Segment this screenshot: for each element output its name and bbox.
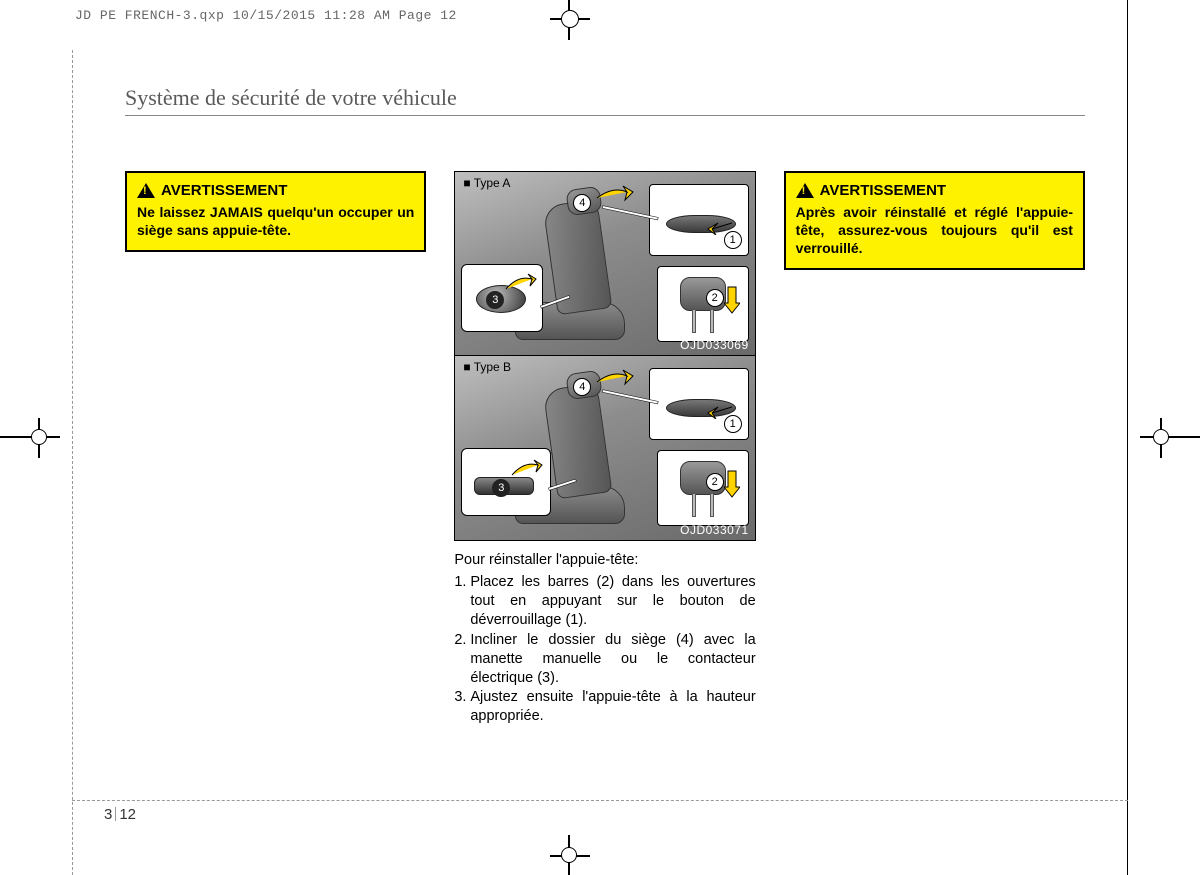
instruction-item-2: 2.Incliner le dossier du siège (4) avec … [454, 631, 755, 688]
warning-box-left: AVERTISSEMENT Ne laissez JAMAIS quelqu'u… [125, 171, 426, 252]
callout-release-button: 1 [649, 184, 749, 256]
arrow-icon [504, 273, 538, 293]
warning-box-right: AVERTISSEMENT Après avoir réinstallé et … [784, 171, 1085, 270]
callout-headrest-down: 2 [657, 266, 749, 342]
warning-heading-text: AVERTISSEMENT [820, 181, 946, 200]
print-header: JD PE FRENCH-3.qxp 10/15/2015 11:28 AM P… [75, 8, 457, 23]
figure-stack: ■ Type A 4 1 [454, 171, 755, 541]
page-number: 3 12 [104, 806, 136, 823]
arrow-icon [706, 403, 734, 419]
chapter-number: 3 [104, 806, 112, 823]
warning-heading: AVERTISSEMENT [796, 181, 1073, 200]
instructions-block: Pour réinstaller l'appuie-tête: 1.Placez… [454, 551, 755, 726]
trim-line-right [1127, 0, 1129, 875]
instruction-item-1: 1.Placez les barres (2) dans les ouvertu… [454, 573, 755, 630]
warning-heading: AVERTISSEMENT [137, 181, 414, 200]
section-title: Système de sécurité de votre véhicule [125, 85, 1085, 116]
callout-release-button: 1 [649, 368, 749, 440]
arrow-icon [595, 368, 635, 390]
crop-mark-bottom [550, 835, 590, 875]
page-content: Système de sécurité de votre véhicule AV… [125, 85, 1085, 726]
fold-line-left [72, 50, 73, 875]
columns: AVERTISSEMENT Ne laissez JAMAIS quelqu'u… [125, 171, 1085, 726]
fold-line-bottom [72, 800, 1128, 801]
arrow-down-icon [724, 469, 740, 499]
callout-switch: 3 [461, 448, 551, 516]
figure-type-a: ■ Type A 4 1 [454, 171, 755, 356]
figure-a-label: ■ Type A [463, 176, 510, 190]
warning-body-right: Après avoir réinstallé et réglé l'appuie… [796, 204, 1073, 258]
warning-body-left: Ne laissez JAMAIS quelqu'un occuper un s… [137, 204, 414, 240]
figure-b-label: ■ Type B [463, 360, 511, 374]
warning-heading-text: AVERTISSEMENT [161, 181, 287, 200]
arrow-icon [510, 459, 544, 479]
warning-triangle-icon [137, 183, 155, 198]
callout-lever: 3 [461, 264, 543, 332]
callout-headrest-down: 2 [657, 450, 749, 526]
arrow-icon [706, 219, 734, 235]
column-center: ■ Type A 4 1 [454, 171, 755, 726]
marker-2: 2 [706, 473, 724, 491]
figure-b-code: OJD033071 [680, 523, 749, 537]
crop-mark-right [1140, 418, 1200, 458]
figure-a-code: OJD033069 [680, 338, 749, 352]
warning-triangle-icon [796, 183, 814, 198]
instructions-lead: Pour réinstaller l'appuie-tête: [454, 551, 755, 570]
figure-type-b: ■ Type B 4 1 [454, 356, 755, 541]
crop-mark-left [0, 418, 60, 458]
arrow-down-icon [724, 285, 740, 315]
column-right: AVERTISSEMENT Après avoir réinstallé et … [784, 171, 1085, 726]
crop-mark-top [550, 0, 590, 40]
page-number-value: 12 [119, 806, 136, 823]
arrow-icon [595, 184, 635, 206]
column-left: AVERTISSEMENT Ne laissez JAMAIS quelqu'u… [125, 171, 426, 726]
instruction-item-3: 3.Ajustez ensuite l'appuie-tête à la hau… [454, 688, 755, 726]
marker-2: 2 [706, 289, 724, 307]
